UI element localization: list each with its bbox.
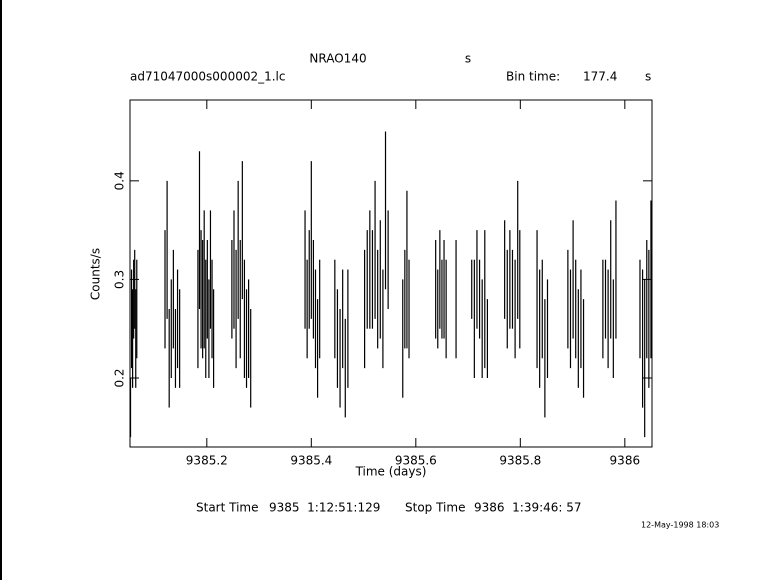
- y-axis-label: Counts/s: [89, 248, 103, 300]
- y-tick-label: 0.2: [113, 368, 127, 387]
- date-stamp: 12-May-1998 18:03: [641, 521, 719, 530]
- start-time-label: Start Time: [196, 501, 259, 515]
- y-tick-label: 0.4: [113, 171, 127, 190]
- x-tick-label: 9386: [610, 454, 641, 468]
- stop-time: 9386 1:39:46: 57: [474, 501, 582, 515]
- y-tick-label: 0.3: [113, 270, 127, 289]
- x-tick-label: 9385.4: [290, 454, 332, 468]
- x-tick-label: 9385.2: [186, 454, 228, 468]
- bin-time: 177.4: [583, 70, 617, 84]
- title-unit: s: [465, 52, 471, 66]
- bin-time-label: Bin time:: [506, 70, 560, 84]
- plot-frame: [129, 99, 653, 448]
- x-tick-label: 9385.8: [499, 454, 541, 468]
- stop-time-label: Stop Time: [405, 501, 465, 515]
- chart-title: NRAO140: [309, 52, 366, 66]
- data-layer: [130, 131, 652, 438]
- start-time: 9385 1:12:51:129: [269, 501, 380, 515]
- x-axis-label: Time (days): [355, 465, 427, 479]
- x-tick-label: 9385.6: [395, 454, 437, 468]
- bin-time-unit: s: [645, 70, 651, 84]
- file-name: ad71047000s000002_1.lc: [130, 70, 286, 84]
